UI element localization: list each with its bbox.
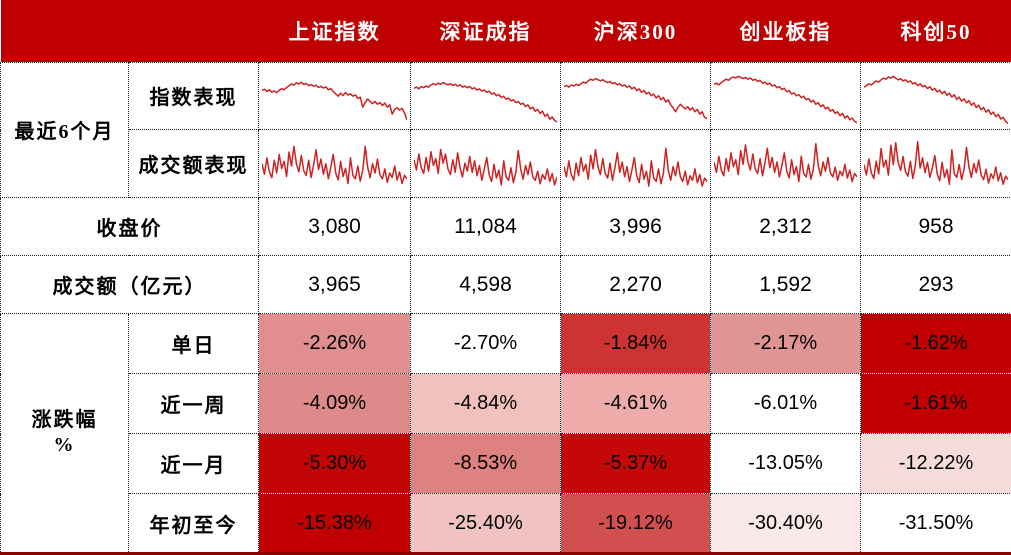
change-cell: -2.17% [711, 314, 861, 374]
row-label-close-price: 收盘价 [1, 198, 259, 256]
sparkline-index-szse [411, 62, 561, 130]
close-cell-chinext: 2,312 [711, 198, 861, 256]
close-price-row: 收盘价 3,080 11,084 3,996 2,312 958 [1, 198, 1011, 256]
change-cell: -4.84% [411, 374, 561, 434]
sparkline-volume-sse [259, 130, 411, 198]
sparkline-volume-chinext [711, 130, 861, 198]
turnover-cell-star50: 293 [861, 256, 1011, 314]
change-cell: -30.40% [711, 494, 861, 554]
volume-sparkline-row: 成交额表现 [1, 130, 1011, 198]
change-row-month: 近一月 -5.30% -8.53% -5.37% -13.05% -12.22% [1, 434, 1011, 494]
change-cell: -2.26% [259, 314, 411, 374]
column-header-star50: 科创50 [861, 0, 1011, 62]
change-cell: -8.53% [411, 434, 561, 494]
change-row-week: 近一周 -4.09% -4.84% -4.61% -6.01% -1.61% [1, 374, 1011, 434]
change-cell: -25.40% [411, 494, 561, 554]
close-cell-star50: 958 [861, 198, 1011, 256]
change-cell: -4.09% [259, 374, 411, 434]
close-cell-sse: 3,080 [259, 198, 411, 256]
turnover-cell-sse: 3,965 [259, 256, 411, 314]
change-cell: -19.12% [561, 494, 711, 554]
rowgroup-change-pct: 涨跌幅 % [1, 314, 129, 554]
rowgroup-last-6-months: 最近6个月 [1, 62, 129, 198]
table-header-row: 上证指数 深证成指 沪深300 创业板指 科创50 [1, 0, 1011, 62]
sparkline-index-csi300 [561, 62, 711, 130]
close-cell-csi300: 3,996 [561, 198, 711, 256]
close-cell-szse: 11,084 [411, 198, 561, 256]
change-cell: -1.84% [561, 314, 711, 374]
sparkline-volume-csi300 [561, 130, 711, 198]
column-header-csi300: 沪深300 [561, 0, 711, 62]
sparkline-volume-szse [411, 130, 561, 198]
column-header-chinext: 创业板指 [711, 0, 861, 62]
change-cell: -5.37% [561, 434, 711, 494]
change-cell: -1.62% [861, 314, 1011, 374]
change-row-ytd: 年初至今 -15.38% -25.40% -19.12% -30.40% -31… [1, 494, 1011, 554]
row-label-day: 单日 [129, 314, 259, 374]
turnover-row: 成交额（亿元） 3,965 4,598 2,270 1,592 293 [1, 256, 1011, 314]
column-header-sse: 上证指数 [259, 0, 411, 62]
row-label-ytd: 年初至今 [129, 494, 259, 554]
index-sparkline-row: 最近6个月 指数表现 [1, 62, 1011, 130]
change-cell: -1.61% [861, 374, 1011, 434]
sparkline-index-star50 [861, 62, 1011, 130]
change-group-label: 涨跌幅 [1, 408, 128, 433]
change-row-day: 涨跌幅 % 单日 -2.26% -2.70% -1.84% -2.17% -1.… [1, 314, 1011, 374]
change-cell: -5.30% [259, 434, 411, 494]
turnover-cell-szse: 4,598 [411, 256, 561, 314]
column-header-szse: 深证成指 [411, 0, 561, 62]
change-cell: -12.22% [861, 434, 1011, 494]
change-group-unit: % [1, 433, 128, 458]
turnover-cell-chinext: 1,592 [711, 256, 861, 314]
change-cell: -15.38% [259, 494, 411, 554]
change-cell: -6.01% [711, 374, 861, 434]
sparkline-volume-star50 [861, 130, 1011, 198]
sparkline-index-chinext [711, 62, 861, 130]
row-label-turnover: 成交额（亿元） [1, 256, 259, 314]
change-cell: -13.05% [711, 434, 861, 494]
change-cell: -2.70% [411, 314, 561, 374]
change-cell: -4.61% [561, 374, 711, 434]
row-label-volume-performance: 成交额表现 [129, 130, 259, 198]
header-corner-blank [1, 0, 259, 62]
row-label-week: 近一周 [129, 374, 259, 434]
change-cell: -31.50% [861, 494, 1011, 554]
row-label-index-performance: 指数表现 [129, 62, 259, 130]
row-label-month: 近一月 [129, 434, 259, 494]
turnover-cell-csi300: 2,270 [561, 256, 711, 314]
sparkline-index-sse [259, 62, 411, 130]
